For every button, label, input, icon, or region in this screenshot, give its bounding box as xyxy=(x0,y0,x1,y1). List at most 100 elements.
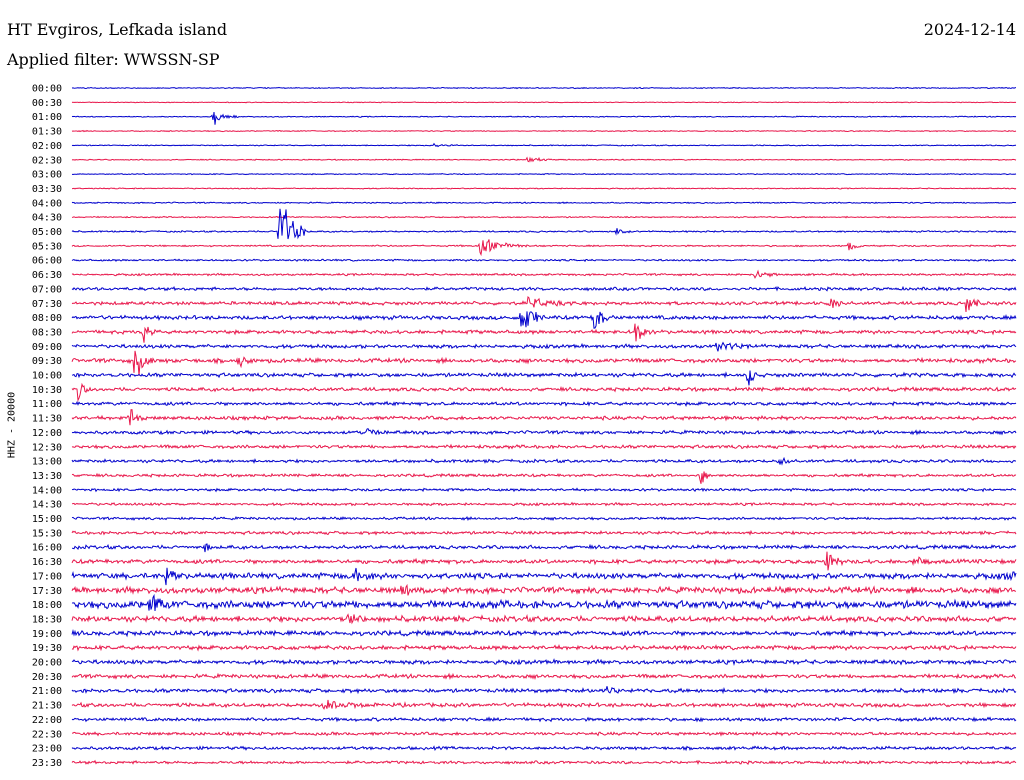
seismogram-trace xyxy=(71,172,1017,176)
row-time-label: 16:00 xyxy=(32,543,62,554)
row-time-label: 20:00 xyxy=(32,658,62,669)
seismogram-trace xyxy=(71,295,1017,312)
row-time-label: 02:30 xyxy=(32,155,62,166)
seismogram-trace xyxy=(71,515,1017,521)
row-time-label: 22:30 xyxy=(32,729,62,740)
date-label: 2024-12-14 xyxy=(923,20,1016,39)
station-title: HT Evgiros, Lefkada island xyxy=(7,20,228,39)
row-time-label: 19:30 xyxy=(32,643,62,654)
seismogram-trace xyxy=(71,129,1017,133)
seismogram-trace xyxy=(71,370,1017,386)
row-time-label: 09:00 xyxy=(32,342,62,353)
row-time-label: 23:30 xyxy=(32,758,62,769)
seismogram-trace xyxy=(71,156,1017,163)
row-time-label: 09:30 xyxy=(32,356,62,367)
seismogram-trace xyxy=(71,471,1017,484)
seismogram-trace xyxy=(71,201,1017,205)
seismogram-trace xyxy=(71,101,1017,104)
row-time-label: 02:00 xyxy=(32,141,62,152)
row-time-label: 07:30 xyxy=(32,299,62,310)
seismogram-trace xyxy=(71,239,1017,257)
row-time-label: 03:30 xyxy=(32,184,62,195)
seismogram-trace xyxy=(71,427,1017,436)
seismogram-trace xyxy=(71,593,1017,611)
seismogram-trace xyxy=(71,730,1017,737)
row-time-label: 19:00 xyxy=(32,629,62,640)
row-time-label: 21:00 xyxy=(32,686,62,697)
seismogram-trace xyxy=(71,487,1017,493)
row-time-label: 13:30 xyxy=(32,471,62,482)
seismogram-trace xyxy=(71,208,1017,240)
seismogram-trace xyxy=(71,341,1017,352)
seismogram-trace xyxy=(71,142,1017,148)
seismogram-trace xyxy=(71,350,1017,376)
seismogram-trace xyxy=(71,686,1017,695)
row-time-label: 15:00 xyxy=(32,514,62,525)
seismogram-trace xyxy=(71,215,1017,219)
row-time-label: 11:30 xyxy=(32,414,62,425)
row-time-label: 07:00 xyxy=(32,284,62,295)
row-time-label: 06:30 xyxy=(32,270,62,281)
seismogram-trace xyxy=(71,112,1017,125)
row-time-label: 21:30 xyxy=(32,701,62,712)
seismogram-trace xyxy=(71,187,1017,190)
row-time-label: 14:00 xyxy=(32,485,62,496)
seismogram-trace xyxy=(71,658,1017,666)
row-time-label: 01:30 xyxy=(32,127,62,138)
row-time-label: 17:00 xyxy=(32,571,62,582)
row-time-label: 23:00 xyxy=(32,744,62,755)
row-time-label: 17:30 xyxy=(32,586,62,597)
row-time-label: 01:00 xyxy=(32,112,62,123)
seismogram-trace xyxy=(71,699,1017,710)
row-time-label: 03:00 xyxy=(32,170,62,181)
seismogram-trace xyxy=(71,551,1017,571)
filter-label: Applied filter: WWSSN-SP xyxy=(7,50,220,69)
seismogram-trace xyxy=(71,382,1017,402)
seismogram-trace xyxy=(71,285,1017,292)
row-time-label: 12:30 xyxy=(32,442,62,453)
seismogram-trace xyxy=(71,759,1017,765)
seismogram-trace xyxy=(71,745,1017,752)
row-time-label: 18:00 xyxy=(32,600,62,611)
seismogram-trace xyxy=(71,543,1017,553)
seismogram-trace xyxy=(71,443,1017,450)
seismogram-trace xyxy=(71,311,1017,329)
seismogram-trace xyxy=(71,529,1017,536)
row-time-label: 15:30 xyxy=(32,528,62,539)
row-time-label: 04:30 xyxy=(32,213,62,224)
row-time-label: 16:30 xyxy=(32,557,62,568)
row-time-label: 22:00 xyxy=(32,715,62,726)
row-time-label: 04:00 xyxy=(32,198,62,209)
row-time-label: 11:00 xyxy=(32,399,62,410)
seismogram-trace xyxy=(71,409,1017,426)
row-time-label: 08:30 xyxy=(32,327,62,338)
seismogram-trace xyxy=(71,583,1017,596)
seismogram-trace xyxy=(71,628,1017,638)
row-time-label: 14:30 xyxy=(32,500,62,511)
seismogram-trace xyxy=(71,716,1017,723)
seismogram-trace xyxy=(71,672,1017,680)
seismogram-trace xyxy=(71,501,1017,507)
row-time-label: 12:00 xyxy=(32,428,62,439)
row-time-label: 00:30 xyxy=(32,98,62,109)
seismogram-trace xyxy=(71,643,1017,652)
row-time-label: 05:00 xyxy=(32,227,62,238)
row-time-label: 20:30 xyxy=(32,672,62,683)
row-time-label: 13:00 xyxy=(32,457,62,468)
seismogram-trace xyxy=(71,400,1017,407)
seismogram-trace xyxy=(71,258,1017,263)
row-time-label: 00:00 xyxy=(32,84,62,95)
seismogram-trace xyxy=(71,567,1017,586)
seismogram-trace xyxy=(71,613,1017,625)
row-time-label: 05:30 xyxy=(32,241,62,252)
row-time-label: 18:30 xyxy=(32,614,62,625)
seismogram-trace xyxy=(71,269,1017,279)
row-time-label: 10:00 xyxy=(32,371,62,382)
row-time-label: 08:00 xyxy=(32,313,62,324)
seismogram-trace xyxy=(71,323,1017,343)
seismogram-trace xyxy=(71,456,1017,466)
row-time-label: 06:00 xyxy=(32,256,62,267)
seismogram-trace xyxy=(71,86,1017,90)
row-time-label: 10:30 xyxy=(32,385,62,396)
